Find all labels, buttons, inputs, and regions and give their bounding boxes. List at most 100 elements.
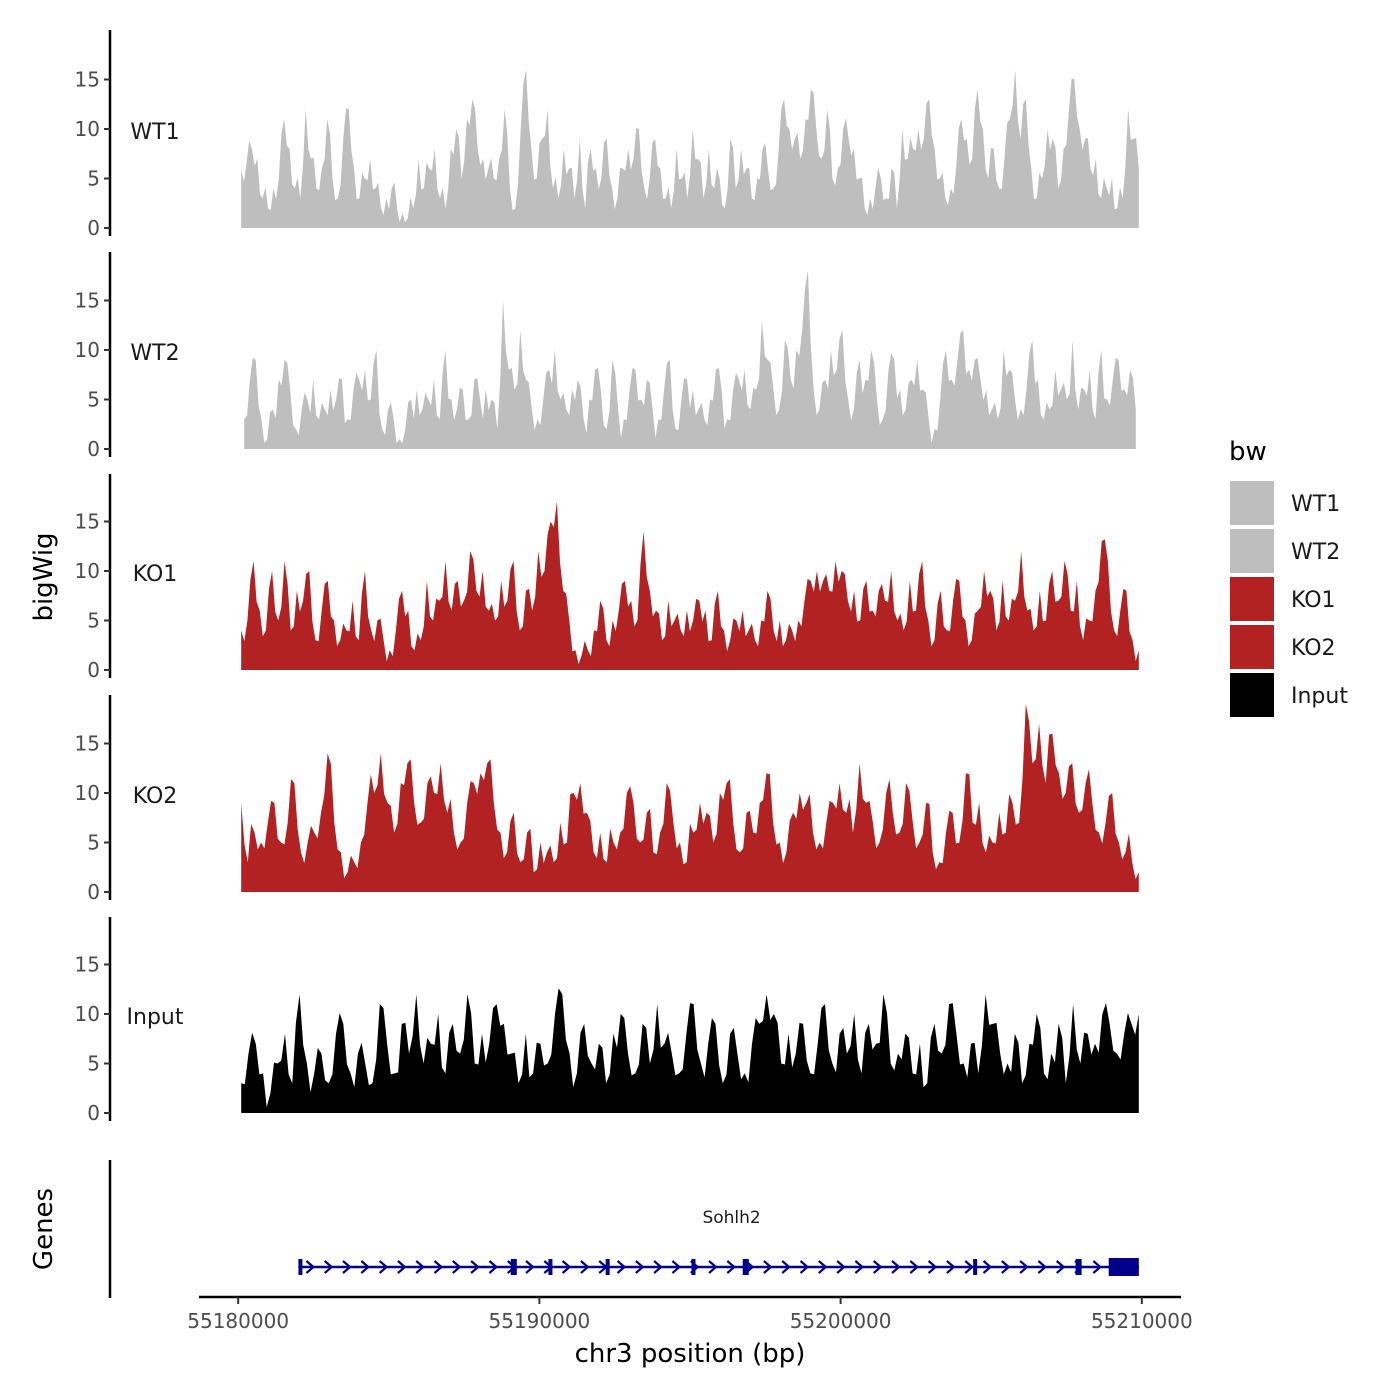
- x-tick-label-55190000: 55190000: [488, 1309, 590, 1333]
- track-WT1: 0 5 10 15 WT1: [75, 30, 1139, 240]
- y-tick-label-WT2-15: 15: [75, 289, 100, 313]
- strand-arrow: [580, 1260, 590, 1274]
- signal-area-KO2: [241, 703, 1139, 892]
- legend-key-KO2: [1228, 623, 1276, 671]
- strand-arrow: [360, 1260, 370, 1274]
- x-tick-label-55200000: 55200000: [790, 1309, 892, 1333]
- track-label-KO1: KO1: [133, 562, 178, 587]
- y-tick-label-Input-5: 5: [87, 1052, 100, 1076]
- strand-arrow: [1001, 1260, 1011, 1274]
- strand-arrow: [452, 1260, 462, 1274]
- strand-arrow: [763, 1260, 773, 1274]
- strand-arrow: [561, 1260, 572, 1274]
- strand-arrow: [982, 1260, 993, 1274]
- strand-arrow: [854, 1260, 865, 1274]
- y-tick-label-KO1-10: 10: [75, 559, 100, 583]
- strand-arrow: [635, 1260, 645, 1274]
- gene-Sohlh2: Sohlh2: [298, 1208, 1139, 1276]
- track-label-WT2: WT2: [130, 341, 179, 366]
- strand-arrow: [1019, 1260, 1029, 1274]
- strand-arrow: [818, 1260, 828, 1274]
- exon-9: [1108, 1258, 1139, 1276]
- y-tick-label-WT1-15: 15: [75, 68, 100, 92]
- x-tick-label-55180000: 55180000: [187, 1309, 289, 1333]
- strand-arrow: [323, 1260, 334, 1274]
- legend-label-WT2: WT2: [1291, 540, 1340, 565]
- strand-arrow: [525, 1260, 535, 1274]
- track-WT2: 0 5 10 15 WT2: [75, 252, 1136, 461]
- y-tick-label-Input-10: 10: [75, 1002, 100, 1026]
- strand-arrow: [1055, 1260, 1066, 1274]
- strand-arrow: [397, 1260, 407, 1274]
- legend-key-Input: [1228, 671, 1276, 719]
- y-tick-label-KO1-5: 5: [87, 609, 100, 633]
- track-Input: 0 5 10 15 Input: [75, 917, 1139, 1125]
- track-KO2: 0 5 10 15 KO2: [75, 695, 1139, 904]
- gene-label-Sohlh2: Sohlh2: [702, 1208, 760, 1228]
- strand-arrow: [708, 1260, 718, 1274]
- exon-2: [510, 1259, 517, 1275]
- strand-arrow: [946, 1260, 956, 1274]
- x-axis: 55180000 55190000 55200000 55210000: [187, 1295, 1193, 1333]
- legend-key-KO1: [1228, 575, 1276, 623]
- strand-arrow: [872, 1260, 883, 1274]
- exon-4: [605, 1259, 610, 1275]
- strand-arrow: [305, 1260, 316, 1274]
- y-tick-label-WT1-0: 0: [87, 216, 100, 240]
- legend-label-WT1: WT1: [1291, 492, 1340, 517]
- track-label-WT1: WT1: [130, 120, 179, 145]
- strand-arrow: [415, 1260, 425, 1274]
- exon-1: [298, 1259, 303, 1275]
- signal-area-KO1: [241, 501, 1139, 670]
- x-tick-label-55210000: 55210000: [1091, 1309, 1193, 1333]
- y-tick-label-WT2-0: 0: [87, 437, 100, 461]
- signal-area-WT2: [244, 270, 1136, 449]
- strand-arrow: [909, 1260, 919, 1274]
- signal-area-Input: [241, 988, 1139, 1113]
- legend-key-WT2: [1228, 527, 1276, 575]
- tracks-group: 0 5 10 15 WT1 0 5 10 15 WT2 0 5 10 15 KO1 0 5 10 15 KO2 0 5 10…: [75, 30, 1139, 1125]
- legend-title: bw: [1229, 437, 1267, 467]
- exon-8: [1075, 1259, 1082, 1275]
- y-tick-label-KO1-15: 15: [75, 510, 100, 534]
- y-tick-label-WT2-5: 5: [87, 388, 100, 412]
- legend-label-Input: Input: [1291, 684, 1348, 709]
- y-tick-label-KO2-15: 15: [75, 732, 100, 756]
- y-tick-label-KO1-0: 0: [87, 658, 100, 682]
- y-tick-label-KO2-10: 10: [75, 781, 100, 805]
- strand-arrow: [616, 1260, 627, 1274]
- exon-3: [548, 1259, 553, 1275]
- strand-arrow: [799, 1260, 810, 1274]
- genes-panel: Sohlh2: [108, 1160, 1139, 1298]
- strand-arrow: [653, 1260, 663, 1274]
- strand-arrow: [1037, 1260, 1048, 1274]
- strand-arrow: [470, 1260, 480, 1274]
- y-tick-label-WT1-10: 10: [75, 117, 100, 141]
- signal-area-WT1: [241, 69, 1139, 228]
- genes-axis-title: Genes: [29, 1188, 59, 1270]
- strand-arrow: [836, 1260, 846, 1274]
- strand-arrow: [891, 1260, 901, 1274]
- track-label-KO2: KO2: [133, 784, 178, 809]
- y-axis-title: bigWig: [29, 532, 59, 621]
- y-tick-label-Input-0: 0: [87, 1101, 100, 1125]
- strand-arrow: [378, 1260, 389, 1274]
- y-tick-label-WT2-10: 10: [75, 338, 100, 362]
- strand-arrow: [964, 1260, 974, 1274]
- exon-6: [742, 1259, 749, 1275]
- legend-label-KO1: KO1: [1291, 588, 1336, 613]
- y-tick-label-KO2-5: 5: [87, 831, 100, 855]
- strand-arrow: [1092, 1260, 1102, 1274]
- legend-key-WT1: [1228, 479, 1276, 527]
- strand-arrow: [781, 1260, 791, 1274]
- exon-7: [973, 1259, 978, 1275]
- y-tick-label-WT1-5: 5: [87, 167, 100, 191]
- track-KO1: 0 5 10 15 KO1: [75, 474, 1139, 682]
- x-axis-title: chr3 position (bp): [575, 1339, 806, 1369]
- track-label-Input: Input: [127, 1005, 184, 1030]
- legend-label-KO2: KO2: [1291, 636, 1336, 661]
- y-tick-label-Input-15: 15: [75, 953, 100, 977]
- strand-arrow: [488, 1260, 499, 1274]
- strand-arrow: [927, 1260, 938, 1274]
